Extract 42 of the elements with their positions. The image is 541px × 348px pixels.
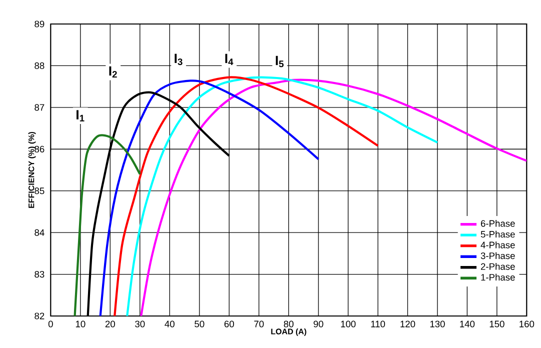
y-tick-label: 86 bbox=[34, 146, 44, 152]
x-tick-label: 140 bbox=[460, 320, 475, 328]
x-tick-label: 120 bbox=[400, 320, 416, 328]
legend-label: 2-Phase bbox=[480, 263, 515, 270]
legend-label: 3-Phase bbox=[480, 252, 515, 260]
y-tick-label: 83 bbox=[34, 270, 44, 278]
x-tick-label: 30 bbox=[135, 320, 145, 328]
legend-label: 5-Phase bbox=[480, 230, 515, 238]
x-tick-label: 160 bbox=[520, 320, 534, 328]
x-tick-label: 80 bbox=[284, 320, 294, 328]
x-tick-label: 0 bbox=[48, 320, 53, 328]
y-tick-label: 87 bbox=[34, 104, 44, 111]
x-axis-title: LOAD (A) bbox=[271, 328, 306, 336]
x-tick-label: 40 bbox=[164, 320, 175, 328]
x-tick-label: 90 bbox=[314, 320, 324, 328]
y-tick-label: 89 bbox=[34, 20, 44, 28]
y-tick-label: 88 bbox=[34, 62, 44, 70]
x-tick-label: 110 bbox=[371, 320, 385, 328]
legend-label: 6-Phase bbox=[480, 220, 515, 227]
annotation: I$_{5}$ bbox=[276, 56, 284, 68]
annotation: I$_{1}$ bbox=[76, 110, 84, 122]
line-series bbox=[114, 76, 379, 316]
legend-label: 4-Phase bbox=[480, 241, 515, 248]
x-tick-label: 150 bbox=[490, 320, 504, 328]
legend-label: 1-Phase bbox=[481, 274, 515, 281]
x-tick-label: 130 bbox=[430, 320, 445, 328]
x-tick-label: 20 bbox=[105, 320, 116, 328]
line-series bbox=[99, 80, 320, 316]
x-tick-label: 70 bbox=[254, 320, 264, 328]
y-tick-label: 85 bbox=[34, 188, 44, 194]
y-axis-title: EFFICIENCY (%) (%) bbox=[28, 132, 36, 208]
y-tick-label: 84 bbox=[34, 229, 44, 236]
x-tick-label: 50 bbox=[194, 320, 204, 328]
x-tick-label: 10 bbox=[76, 320, 86, 328]
line-series bbox=[126, 76, 438, 316]
line-series bbox=[140, 78, 527, 316]
annotation: I$_{4}$ bbox=[225, 54, 234, 66]
y-tick-label: 82 bbox=[34, 312, 44, 320]
x-tick-label: 60 bbox=[224, 320, 234, 328]
x-tick-label: 100 bbox=[341, 320, 356, 328]
annotation: I$_{3}$ bbox=[174, 54, 182, 66]
annotation: I$_{2}$ bbox=[109, 66, 117, 78]
